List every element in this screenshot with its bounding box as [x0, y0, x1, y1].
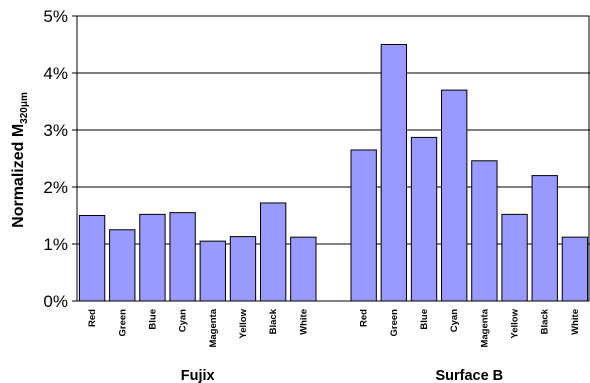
category-label: Green	[389, 309, 400, 337]
group-label: Surface B	[435, 368, 503, 383]
bar	[441, 89, 468, 302]
plot-frame	[76, 15, 590, 302]
y-tick-label: 4%	[43, 64, 68, 83]
y-tick-label: 2%	[43, 178, 68, 197]
bar	[410, 136, 438, 302]
category-label: Black	[268, 308, 279, 334]
category-label: Cyan	[178, 309, 189, 332]
category-label: Green	[117, 309, 128, 337]
bar	[290, 236, 317, 302]
bar	[139, 213, 166, 302]
y-tick-label: 3%	[43, 121, 68, 140]
category-label: Red	[87, 309, 98, 327]
x-axis-category-labels: Red Green Blue Cyan Magenta Yellow Black White R…	[87, 308, 581, 347]
category-label: Red	[359, 309, 370, 327]
bar	[561, 236, 589, 302]
y-tick-label: 1%	[43, 235, 68, 254]
y-axis-ticks: 0% 1% 2% 3% 4% 5%	[43, 7, 77, 311]
bar	[78, 215, 106, 302]
category-label: White	[298, 309, 309, 335]
category-label: Cyan	[449, 309, 460, 332]
category-label: Blue	[419, 309, 430, 330]
bar	[199, 240, 226, 302]
bar	[169, 212, 196, 302]
x-axis-group-labels: Fujix Surface B	[181, 368, 503, 383]
bar	[531, 175, 558, 302]
bar	[501, 213, 528, 302]
bar	[380, 44, 408, 302]
y-tick-label: 5%	[43, 7, 68, 26]
category-label: Blue	[147, 309, 158, 330]
y-axis-title: Normalized M320μm	[10, 92, 30, 228]
bar	[229, 236, 257, 302]
category-label: Magenta	[208, 308, 219, 347]
category-label: White	[570, 309, 581, 335]
category-label: Magenta	[479, 308, 490, 347]
bar	[350, 149, 377, 302]
group-label: Fujix	[181, 368, 215, 383]
y-tick-label: 0%	[43, 292, 68, 311]
bar	[259, 202, 287, 302]
category-label: Yellow	[238, 308, 249, 338]
bar	[471, 160, 498, 302]
category-label: Black	[540, 308, 551, 334]
bar	[109, 229, 136, 302]
category-label: Yellow	[510, 308, 521, 338]
bars	[78, 44, 589, 302]
